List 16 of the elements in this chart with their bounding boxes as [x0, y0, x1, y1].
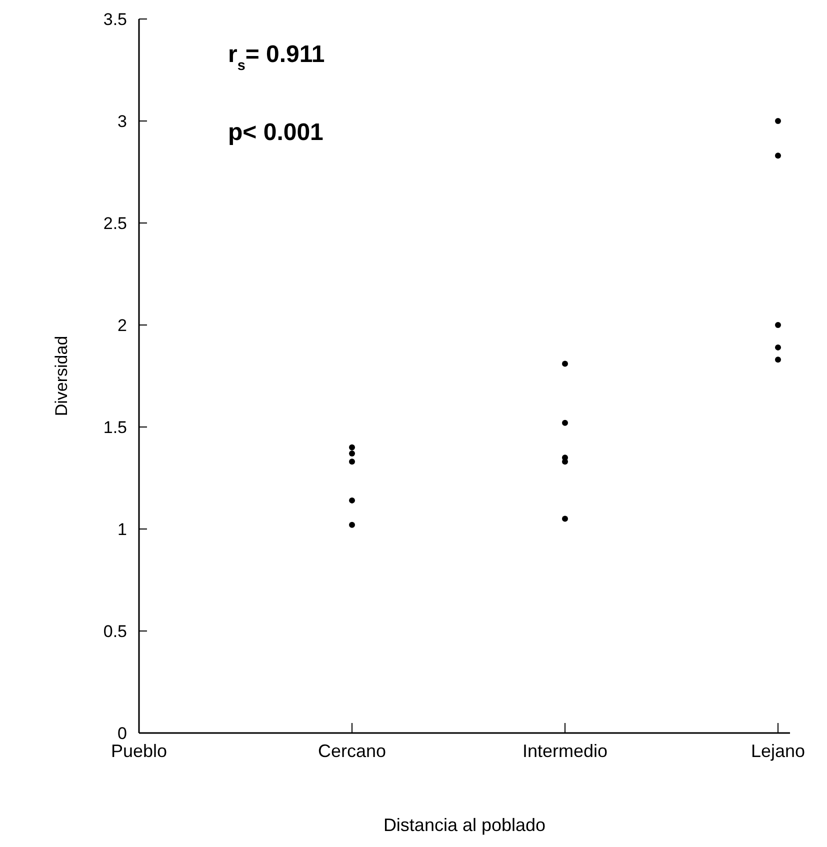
x-tick-label: Pueblo — [110, 741, 168, 761]
x-tick-label: Lejano — [750, 741, 806, 761]
annotation: r$_{s}$= 0.911 — [228, 41, 325, 74]
y-tick-label: 2 — [118, 316, 127, 335]
y-tick-label: 3.5 — [103, 10, 127, 29]
x-tick-label: Cercano — [318, 741, 386, 761]
y-tick-label: 2.5 — [103, 214, 127, 233]
y-tick-label: 0.5 — [103, 622, 127, 641]
y-tick-label: 0 — [118, 724, 127, 743]
y-tick-label: 3 — [118, 112, 127, 131]
y-tick-label: 1 — [118, 520, 127, 539]
y-tick-label: 1.5 — [103, 418, 127, 437]
annotation: p< 0.001 — [228, 119, 324, 146]
x-tick-label: Intermedio — [522, 741, 608, 761]
x-axis-title: Distancia al poblado — [383, 815, 546, 835]
y-axis-title: Diversidad — [52, 336, 71, 416]
